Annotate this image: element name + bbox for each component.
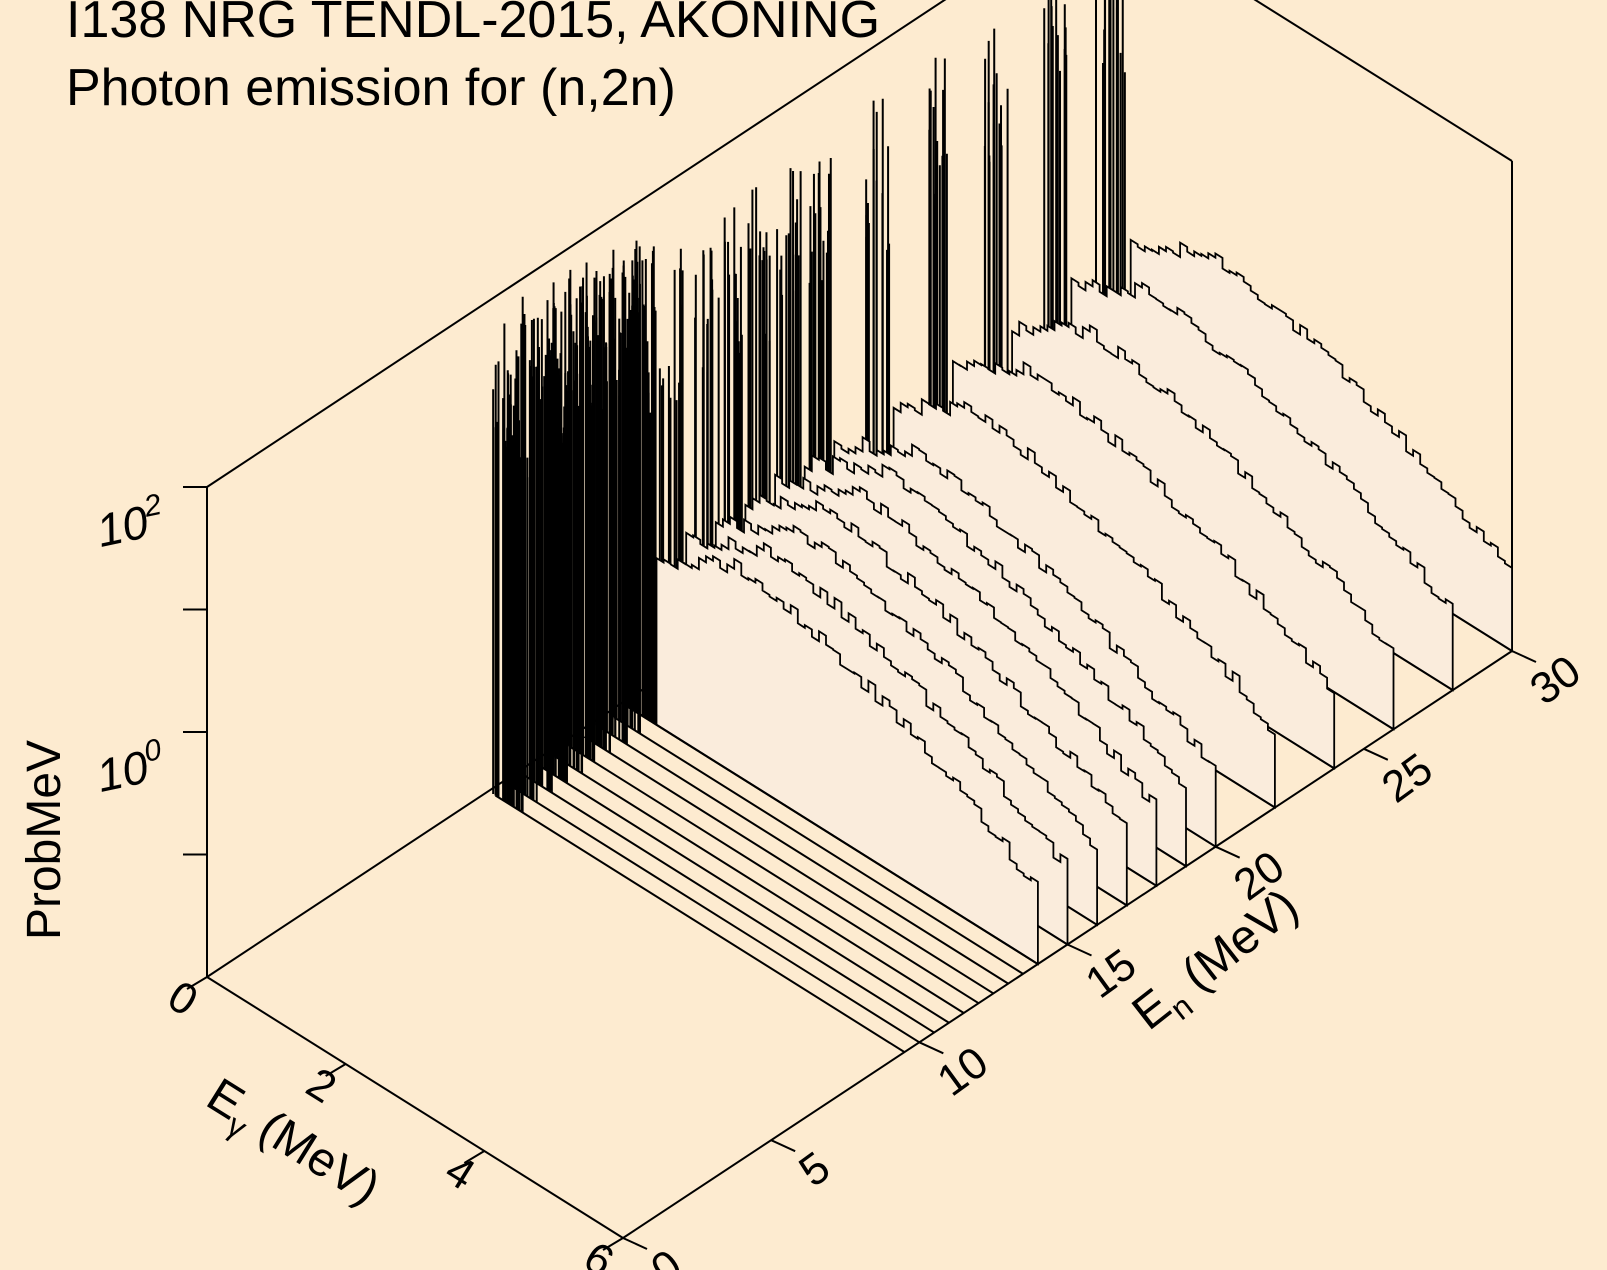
continuum-fill xyxy=(655,554,1039,966)
y-axis-title: En (MeV) xyxy=(1123,879,1313,1046)
slice-baseline xyxy=(524,775,935,1034)
y-tick-label: 30 xyxy=(1521,646,1589,714)
x-axis-line xyxy=(206,976,624,1239)
x-axis-tick xyxy=(463,1150,485,1164)
slice-baseline xyxy=(569,745,980,1005)
y-tick-label: 25 xyxy=(1373,744,1441,812)
y-axis-tick xyxy=(918,1041,944,1055)
box-top-right-edge xyxy=(1253,0,1513,162)
x-axis-tick xyxy=(602,1237,624,1251)
x-axis-title-unit: (MeV) xyxy=(238,1094,388,1215)
x-axis-tick xyxy=(325,1063,347,1077)
chart-subtitle: Photon emission for (n,2n) xyxy=(66,59,676,117)
continuum-fill xyxy=(892,397,1276,810)
y-axis-tick xyxy=(1215,845,1241,859)
x-axis-title: Eγ (MeV) xyxy=(194,1069,389,1222)
z-tick-exponent: 0 xyxy=(141,733,164,769)
slice-baseline xyxy=(598,726,1009,985)
chart-title: I138 NRG TENDL-2015, AKONING xyxy=(66,0,881,49)
y-axis-tick xyxy=(622,1237,648,1250)
y-axis-tick xyxy=(1067,943,1092,957)
spectra xyxy=(492,0,1513,1053)
slice-baseline xyxy=(613,716,1024,975)
slice-baseline xyxy=(539,765,950,1024)
x-tick-label: 4 xyxy=(437,1145,484,1200)
spectrum-slice xyxy=(492,323,906,1053)
continuum-fill xyxy=(1070,276,1454,692)
z-tick-label: 102 xyxy=(91,488,169,557)
y-tick-label: 10 xyxy=(929,1037,997,1105)
y-axis-title-unit: (MeV) xyxy=(1162,879,1308,1009)
x-tick-label: 6 xyxy=(575,1232,622,1270)
z-tick-label: 100 xyxy=(91,733,169,802)
x-tick-label: 0 xyxy=(159,971,206,1026)
y-axis-tick xyxy=(1363,747,1389,761)
continuum-fill xyxy=(1011,319,1395,731)
continuum-fill xyxy=(952,358,1336,771)
slice-baseline xyxy=(583,735,994,995)
z-axis-title: ProbMeV xyxy=(18,740,71,940)
z-tick-base: 10 xyxy=(92,495,153,557)
slice-baseline xyxy=(494,794,906,1053)
x-axis-tick xyxy=(186,976,208,990)
y-tick-label: 5 xyxy=(790,1142,839,1196)
slice-baseline xyxy=(628,706,1039,965)
y-axis-tick xyxy=(770,1139,796,1153)
z-tick-base: 10 xyxy=(92,740,153,802)
x-tick-label: 2 xyxy=(298,1058,345,1113)
slice-baseline xyxy=(554,755,965,1014)
y-axis-tick xyxy=(1511,650,1537,663)
slice-baseline xyxy=(509,784,920,1044)
continuum-fill xyxy=(1129,238,1513,653)
box-top-back-edge xyxy=(206,0,947,488)
y-tick-label: 0 xyxy=(642,1240,691,1270)
